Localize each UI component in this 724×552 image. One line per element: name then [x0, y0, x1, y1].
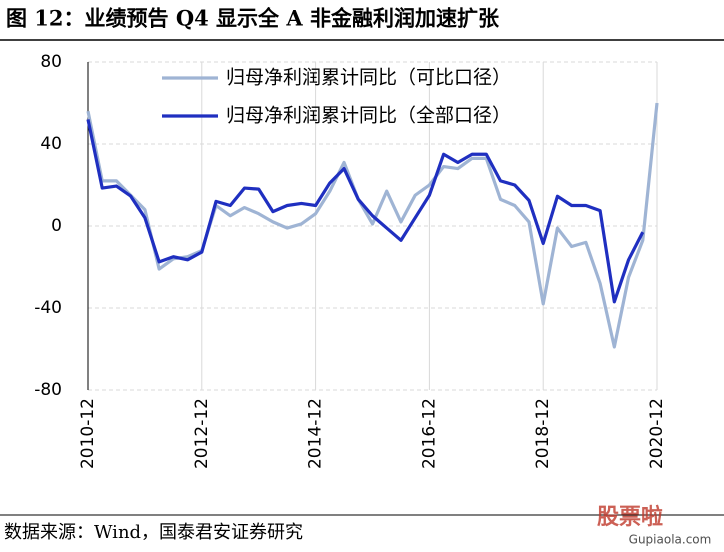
- x-tick-label: 2020-12: [647, 398, 667, 469]
- source: 数据来源：Wind，国泰君安证券研究: [4, 522, 303, 543]
- watermark: Gupiaola.com: [629, 533, 712, 547]
- watermark: 股票啦: [597, 504, 663, 530]
- y-tick-label: 80: [40, 52, 62, 72]
- x-tick-label: 2016-12: [419, 398, 439, 469]
- legend-label: 归母净利润累计同比（全部口径）: [226, 105, 511, 127]
- y-tick-label: -80: [34, 380, 62, 400]
- x-tick-label: 2010-12: [78, 398, 98, 469]
- x-tick-label: 2018-12: [533, 398, 553, 469]
- series-line: [86, 119, 645, 304]
- chart-title: 图 12：业绩预告 Q4 显示全 A 非金融利润加速扩张: [6, 6, 500, 31]
- y-tick-label: 0: [51, 216, 62, 236]
- x-tick-label: 2014-12: [306, 398, 326, 469]
- y-tick-label: -40: [34, 298, 62, 318]
- x-tick-label: 2012-12: [192, 398, 212, 469]
- y-tick-label: 40: [40, 134, 62, 154]
- series-line: [86, 102, 659, 349]
- legend-label: 归母净利润累计同比（可比口径）: [226, 67, 511, 89]
